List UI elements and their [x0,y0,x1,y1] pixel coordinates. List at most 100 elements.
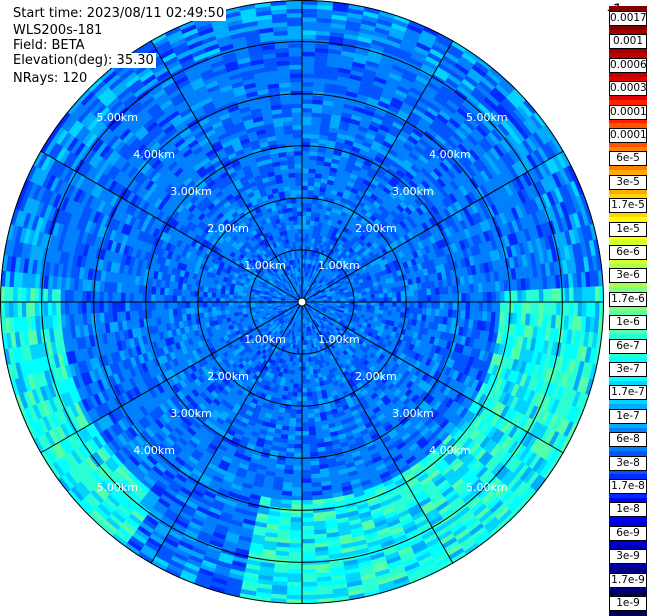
heatmap-cell [302,401,307,405]
heatmap-cell [302,173,309,177]
heatmap-cell [302,104,312,109]
heatmap-cell [569,288,574,302]
heatmap-cell [578,287,583,302]
heatmap-cell [298,367,302,371]
heatmap-cell [302,487,312,492]
heatmap-cell [349,297,354,300]
heatmap-cell [396,292,401,297]
heatmap-cell [288,565,302,570]
heatmap-cell [304,349,307,354]
heatmap-cell [309,435,316,440]
heatmap-cell [306,375,310,380]
heatmap-cell [302,530,314,535]
heatmap-cell [302,47,315,52]
heatmap-cell [444,294,449,302]
heatmap-cell [293,379,298,384]
heatmap-cell [302,586,317,591]
heatmap-cell [439,287,444,295]
heatmap-cell [302,582,317,587]
heatmap-cell [302,483,312,488]
heatmap-cell [307,199,313,204]
heatmap-cell [310,379,315,384]
heatmap-cell [452,310,457,318]
heatmap-cell [517,302,522,314]
heatmap-cell [295,427,302,431]
heatmap-cell [461,310,466,319]
heatmap-cell [302,573,316,578]
heatmap-cell [418,302,422,308]
heatmap-cell [384,297,388,302]
heatmap-cell [308,422,315,427]
heatmap-cell [302,168,309,172]
heatmap-cell [414,290,419,296]
heatmap-cell [474,302,479,311]
heatmap-cell [427,302,431,309]
heatmap-cell [288,556,302,561]
heatmap-cell [573,288,578,302]
heatmap-cell [302,440,309,445]
heatmap-cell [435,309,440,316]
heatmap-cell [302,513,313,518]
heatmap-cell [409,308,414,314]
heatmap-cell [448,286,453,294]
heatmap-cell [290,526,302,531]
heatmap-cell [401,297,405,302]
heatmap-cell [302,371,306,375]
heatmap-cell [391,311,396,316]
heatmap-cell [302,388,307,392]
heatmap-cell [431,288,436,295]
heatmap-cell [290,414,296,419]
heatmap-cell [288,387,293,392]
heatmap-cell [591,287,596,302]
heatmap-cell [309,156,317,161]
heatmap-cell [422,289,427,296]
heatmap-cell [309,439,317,444]
heatmap-cell [414,308,419,314]
heatmap-cell [305,366,309,371]
heatmap-cell [388,293,393,298]
heatmap-cell [302,91,313,96]
heatmap-cell [302,448,310,453]
heatmap-cell [311,391,316,396]
heatmap-cell [586,287,591,302]
heatmap-cell [286,448,294,453]
heatmap-cell [310,374,314,379]
heatmap-cell [307,396,312,401]
heatmap-cell [479,293,484,302]
heatmap-cell [383,289,388,294]
heatmap-cell [569,302,574,316]
heatmap-cell [371,298,375,302]
heatmap-cell [302,461,311,466]
heatmap-cell [418,308,423,315]
heatmap-cell [374,290,379,294]
heatmap-cell [526,290,531,302]
heatmap-cell [296,418,302,422]
heatmap-cell [302,565,316,570]
heatmap-cell [295,423,302,427]
heatmap-cell [530,290,535,302]
heatmap-cell [294,444,302,449]
heatmap-cell [423,302,427,309]
heatmap-cell [288,569,302,574]
heatmap-cell [291,500,302,505]
heatmap-cell [302,578,317,583]
heatmap-cell [289,543,302,548]
heatmap-cell [293,466,302,471]
heatmap-cell [291,401,297,406]
heatmap-cell [492,292,497,302]
heatmap-cell [302,539,315,544]
heatmap-cell [302,86,313,91]
heatmap-cell [294,448,302,453]
heatmap-cell [302,211,307,215]
heatmap-cell [440,295,445,302]
heatmap-cell [380,298,384,302]
heatmap-cell [423,295,427,302]
heatmap-cell [310,461,319,466]
heatmap-cell [302,375,306,379]
heatmap-cell [539,289,544,302]
heatmap-cell [302,414,308,418]
heatmap-cell [302,380,306,384]
heatmap-cell [310,147,318,152]
heatmap-cell [295,431,302,435]
heatmap-cell [311,387,316,392]
